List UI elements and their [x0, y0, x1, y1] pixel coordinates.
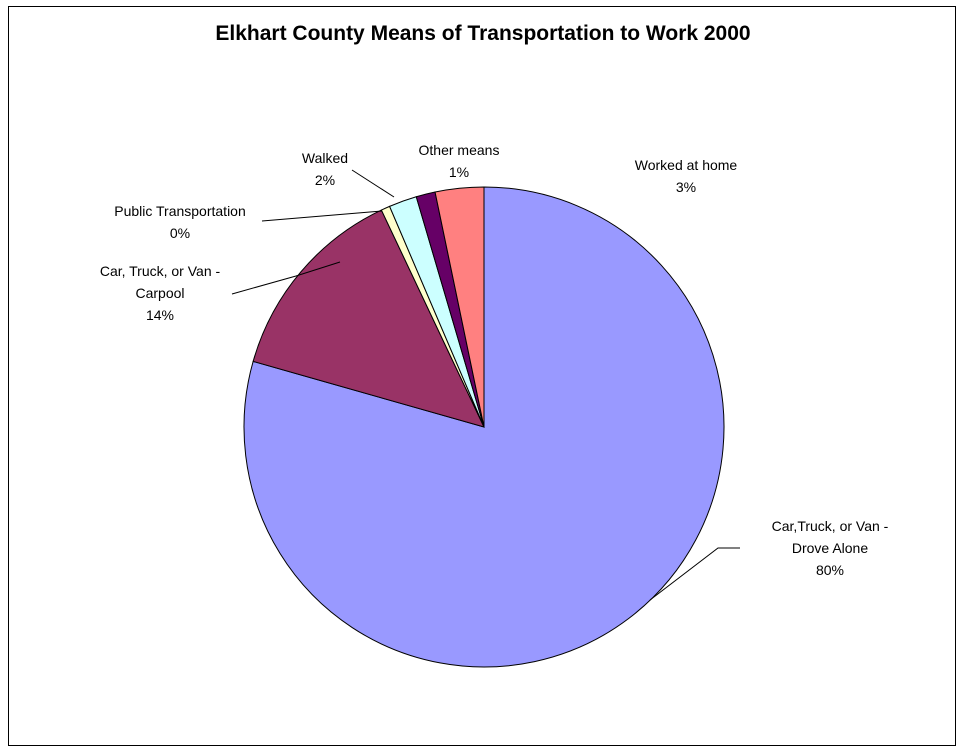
slice-label-1: Carpool [135, 285, 184, 301]
leader-line-2 [261, 210, 383, 222]
slice-pct-label-3: 2% [315, 172, 335, 188]
pie-slice-0 [243, 186, 725, 668]
slice-label-2: Public Transportation [114, 203, 246, 219]
slice-label-4: Other means [419, 142, 500, 158]
leader-line-3 [351, 169, 395, 198]
slice-labels: Car,Truck, or Van - Drove Alone 80% Car, Tr… [100, 142, 889, 578]
chart-title: Elkhart County Means of Transportation t… [215, 22, 750, 45]
slice-pct-label-4: 1% [449, 164, 469, 180]
slice-pct-label-1: 14% [146, 307, 174, 323]
slice-label-5: Worked at home [635, 157, 738, 173]
slice-pct-label-5: 3% [676, 179, 696, 195]
pie-slice-5 [434, 186, 485, 428]
leader-lines [231, 169, 740, 601]
slice-pct-label-0: 80% [816, 562, 844, 578]
slice-label-0: Car,Truck, or Van - [772, 518, 889, 534]
leader-line-0 [649, 547, 740, 601]
slice-label-3: Walked [302, 150, 348, 166]
pie-slice-1 [252, 209, 485, 428]
slice-pct-label-2: 0% [170, 225, 190, 241]
leader-line-1 [231, 261, 341, 295]
slice-label-1: Car, Truck, or Van - [100, 263, 221, 279]
pie-slices [243, 186, 725, 668]
slice-label-0: Drove Alone [792, 540, 868, 556]
